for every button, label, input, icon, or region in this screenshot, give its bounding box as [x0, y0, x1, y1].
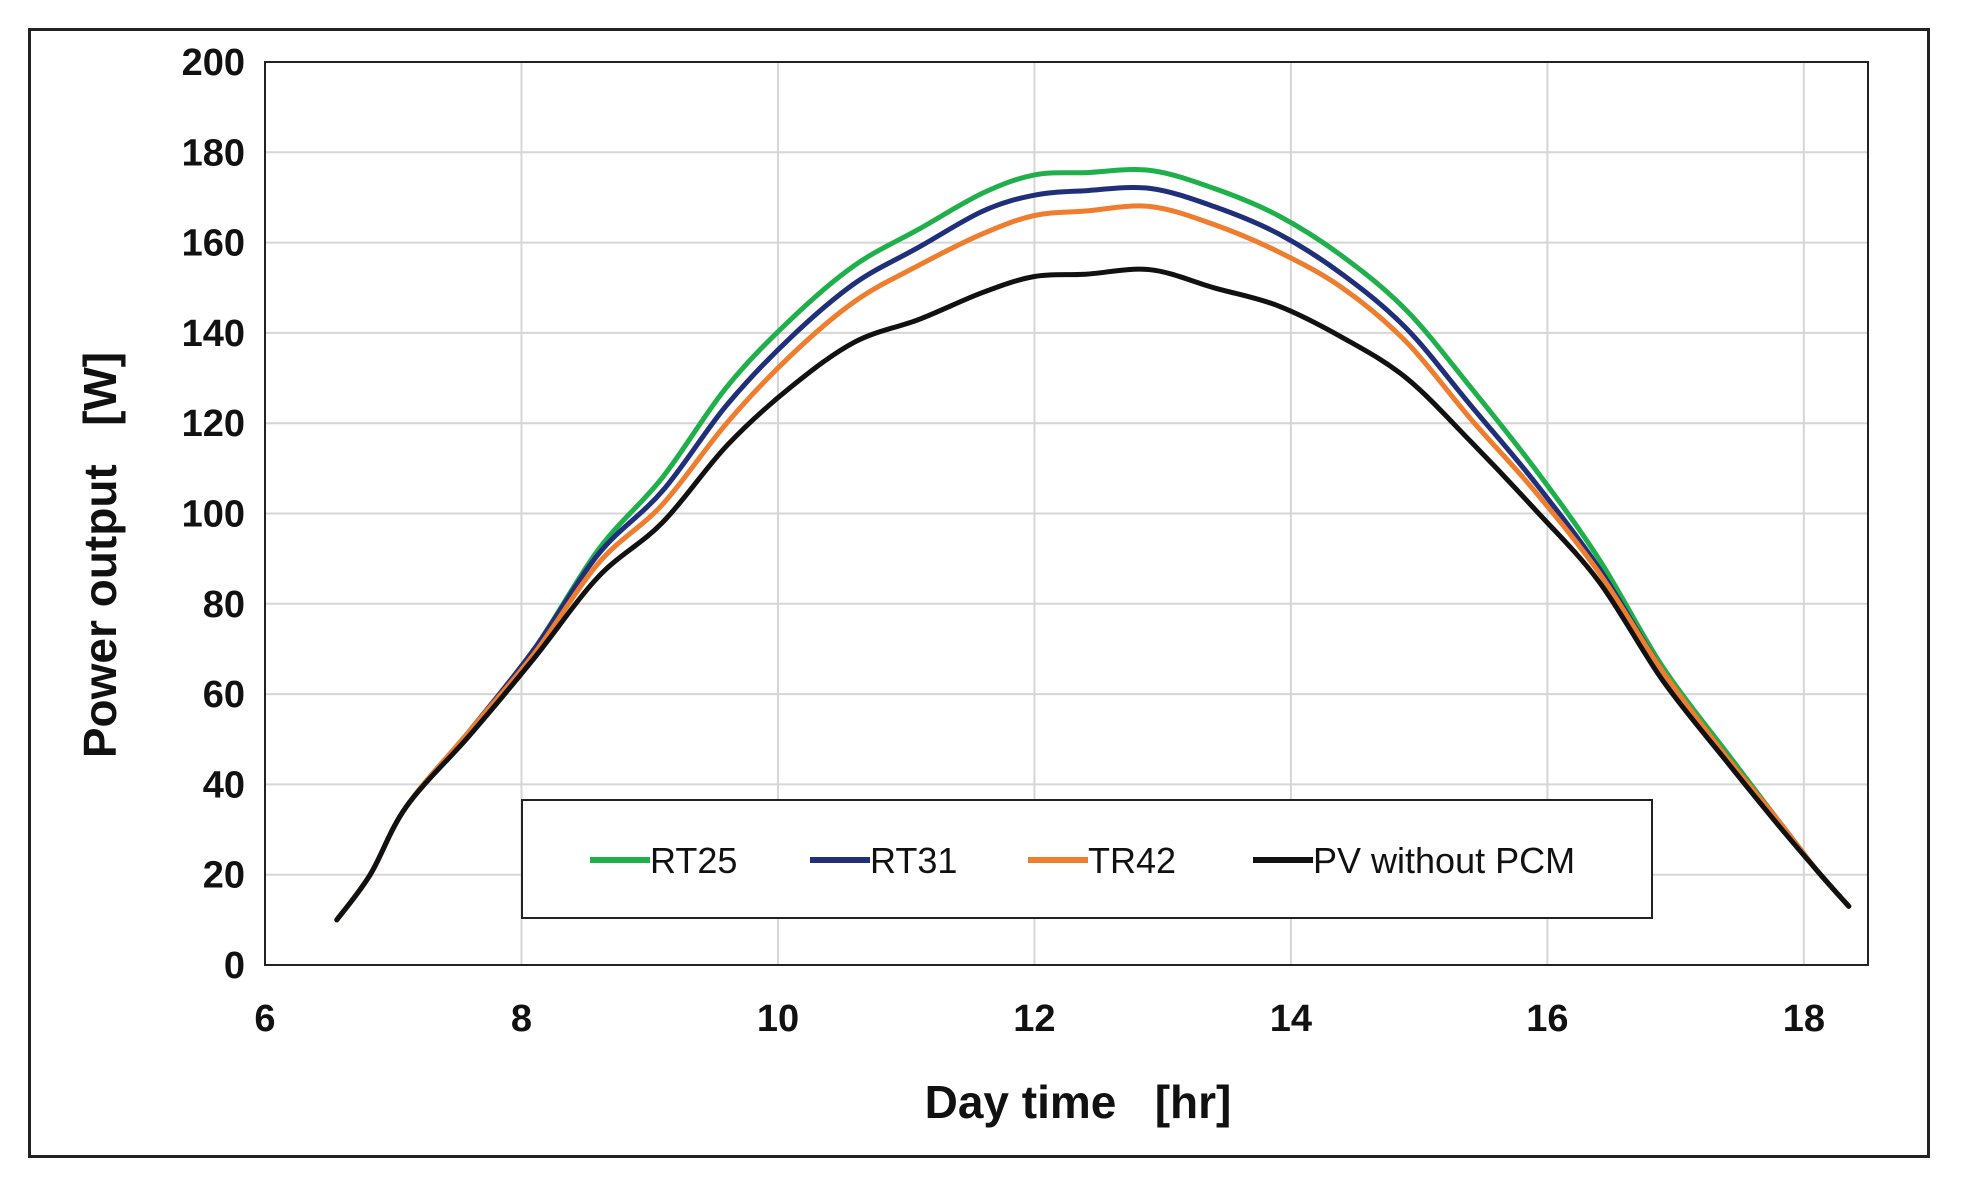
legend-label: TR42: [1088, 840, 1176, 881]
x-axis-title: Day time [hr]: [925, 1076, 1232, 1128]
legend: RT25 RT31 TR42 PV without PCM: [521, 799, 1653, 919]
x-tick-labels: 6 8 10 12 14 16 18: [254, 998, 1825, 1040]
x-tick-label: 14: [1270, 998, 1312, 1040]
y-axis-title: Power output [W]: [74, 352, 126, 758]
legend-label: RT31: [870, 840, 957, 881]
y-tick-label: 20: [203, 855, 245, 897]
series-lines: [334, 167, 1852, 923]
y-tick-label: 100: [182, 494, 245, 536]
x-tick-label: 8: [511, 998, 532, 1040]
x-tick-label: 18: [1783, 998, 1825, 1040]
x-tick-label: 6: [254, 998, 275, 1040]
series-line-tr42: [334, 203, 1852, 923]
x-tick-label: 10: [757, 998, 799, 1040]
y-tick-label: 200: [182, 42, 245, 84]
y-tick-label: 180: [182, 132, 245, 174]
y-tick-label: 40: [203, 764, 245, 806]
series-line-pv-without-pcm: [334, 266, 1852, 923]
y-tick-labels: 0 20 40 60 80 100 120 140 160 180 200: [182, 42, 245, 987]
y-tick-label: 140: [182, 313, 245, 355]
y-tick-label: 160: [182, 223, 245, 265]
x-tick-label: 12: [1013, 998, 1055, 1040]
y-tick-label: 80: [203, 584, 245, 626]
legend-label: RT25: [650, 840, 737, 881]
plot-area-border: [264, 61, 1869, 966]
y-tick-label: 120: [182, 403, 245, 445]
y-tick-label: 60: [203, 674, 245, 716]
y-tick-label: 0: [224, 945, 245, 987]
x-tick-label: 16: [1526, 998, 1568, 1040]
legend-label: PV without PCM: [1313, 840, 1575, 881]
